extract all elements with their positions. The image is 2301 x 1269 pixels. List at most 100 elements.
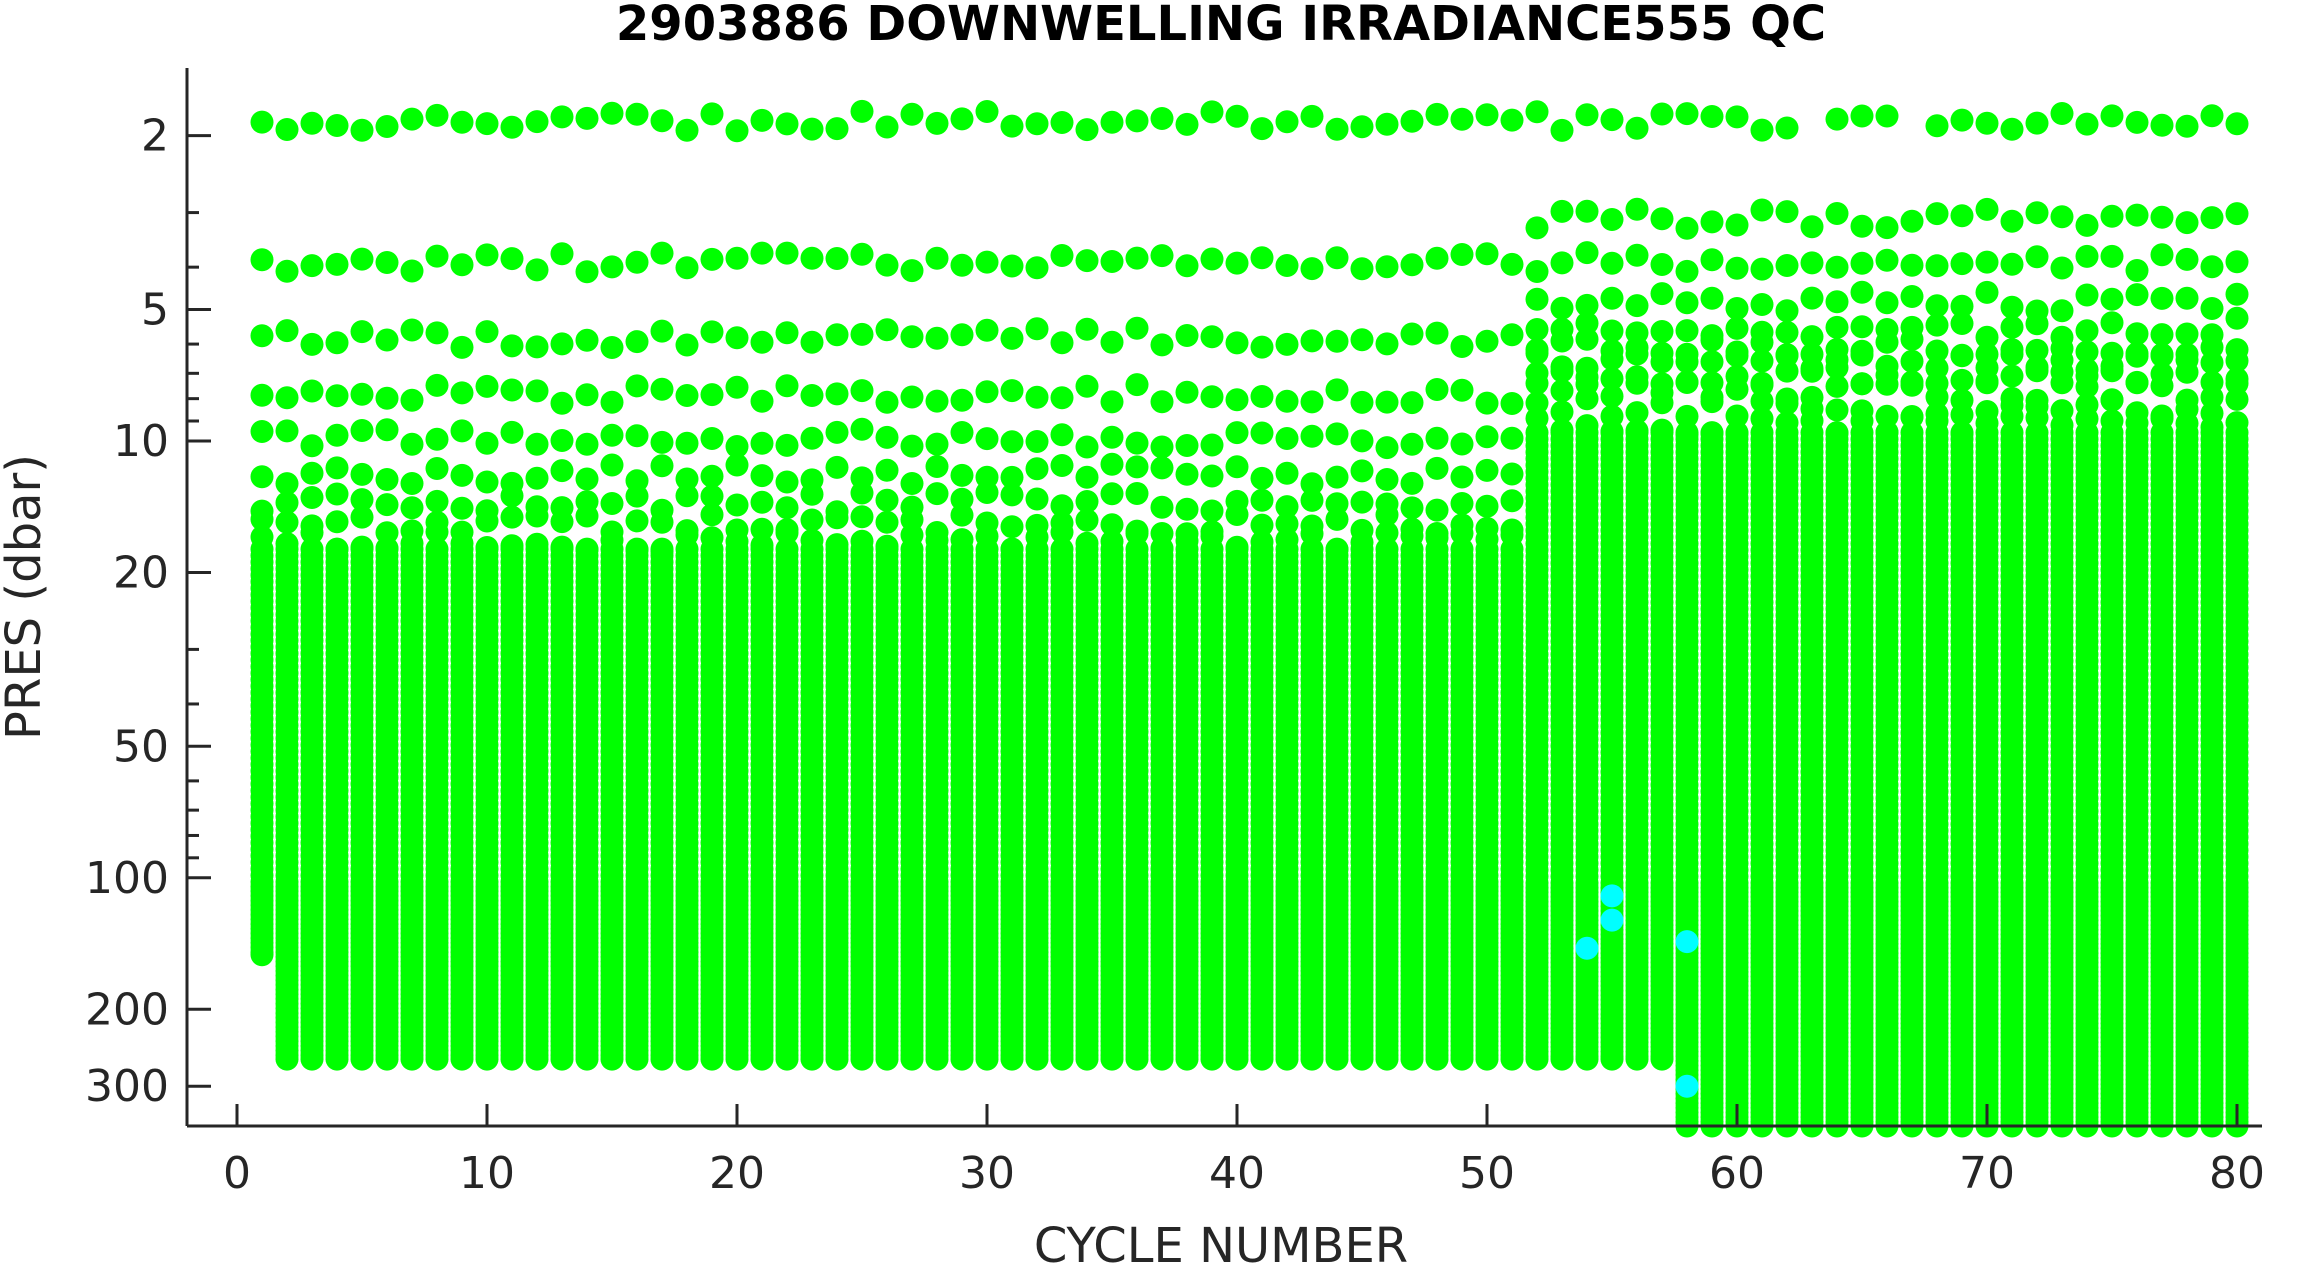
- data-point: [350, 320, 374, 344]
- data-point: [1225, 1047, 1249, 1071]
- data-point: [1350, 257, 1374, 281]
- data-point: [425, 321, 449, 345]
- data-point: [1250, 488, 1274, 512]
- data-point: [1475, 242, 1499, 266]
- data-point: [1500, 108, 1524, 132]
- data-point: [775, 112, 799, 136]
- data-point: [675, 333, 699, 357]
- data-point: [600, 423, 624, 447]
- data-point: [1200, 499, 1224, 523]
- data-point: [350, 505, 374, 529]
- data-point: [1300, 104, 1324, 128]
- data-point: [875, 318, 899, 342]
- data-point: [775, 321, 799, 345]
- data-point: [325, 384, 349, 408]
- data-point: [1300, 390, 1324, 414]
- data-point: [1275, 389, 1299, 413]
- data-point: [1275, 110, 1299, 134]
- data-point: [1275, 427, 1299, 450]
- data-point: [700, 1047, 724, 1071]
- data-point: [925, 111, 949, 135]
- data-point: [725, 1047, 749, 1071]
- data-point: [1050, 454, 1074, 477]
- data-point: [1200, 325, 1224, 349]
- data-point: [1000, 326, 1024, 350]
- data-point: [1000, 430, 1024, 454]
- data-point: [1225, 388, 1249, 412]
- data-point: [1050, 1047, 1074, 1071]
- data-point: [750, 431, 774, 455]
- data-point: [350, 118, 374, 142]
- data-point: [350, 1047, 374, 1071]
- data-point: [375, 386, 399, 410]
- data-point: [1175, 254, 1199, 278]
- data-point: [1200, 433, 1224, 457]
- data-point: [1275, 461, 1299, 485]
- data-point: [1200, 1047, 1224, 1071]
- data-point: [625, 102, 649, 126]
- data-point: [1125, 373, 1149, 397]
- data-point: [775, 433, 799, 457]
- data-point: [325, 331, 349, 355]
- data-point: [450, 253, 474, 277]
- data-point: [1425, 378, 1449, 401]
- data-point: [250, 507, 274, 531]
- data-point: [1275, 332, 1299, 356]
- data-point: [775, 1047, 799, 1071]
- data-point: [775, 374, 799, 398]
- data-point: [850, 322, 874, 346]
- data-point: [400, 1047, 424, 1071]
- data-point: [1000, 114, 1024, 138]
- data-point: [475, 243, 499, 267]
- data-point: [650, 454, 674, 478]
- data-point: [1075, 317, 1099, 341]
- data-point: [450, 496, 474, 520]
- data-point: [500, 247, 524, 271]
- data-point: [550, 1047, 574, 1071]
- data-point: [250, 943, 274, 967]
- data-point: [325, 510, 349, 534]
- data-point: [275, 319, 299, 343]
- data-point: [1325, 422, 1349, 446]
- data-point: [1500, 323, 1524, 347]
- data-point: [475, 112, 499, 136]
- data-point: [500, 505, 524, 529]
- data-point: [950, 503, 974, 527]
- data-point: [1250, 466, 1274, 490]
- data-point: [300, 111, 324, 135]
- data-point: [1350, 1047, 1374, 1071]
- data-point: [425, 1047, 449, 1071]
- data-point: [725, 375, 749, 399]
- data-point: [1325, 1047, 1349, 1071]
- data-point: [1225, 503, 1249, 526]
- data-point: [300, 1047, 324, 1071]
- data-point: [700, 247, 724, 271]
- data-point: [450, 463, 474, 487]
- data-point: [750, 464, 774, 488]
- data-point: [400, 388, 424, 412]
- data-point: [925, 246, 949, 270]
- data-point: [1150, 244, 1174, 268]
- data-point: [650, 510, 674, 534]
- data-point: [975, 1047, 999, 1071]
- data-point: [1400, 1047, 1424, 1071]
- data-point: [250, 110, 274, 134]
- data-point: [1100, 330, 1124, 354]
- data-point: [900, 259, 924, 283]
- data-point: [900, 434, 924, 458]
- data-point: [1250, 246, 1274, 270]
- data-point: [1125, 455, 1149, 479]
- data-point: [675, 384, 699, 407]
- data-point: [575, 383, 599, 407]
- data-point: [1300, 424, 1324, 448]
- data-point: [300, 521, 324, 545]
- data-point: [675, 431, 699, 455]
- data-point: [300, 461, 324, 485]
- data-point: [825, 455, 849, 479]
- data-point: [825, 382, 849, 406]
- data-point: [1100, 250, 1124, 273]
- data-point: [700, 383, 724, 407]
- data-point: [975, 318, 999, 342]
- data-point: [1450, 1047, 1474, 1071]
- data-point: [625, 1047, 649, 1071]
